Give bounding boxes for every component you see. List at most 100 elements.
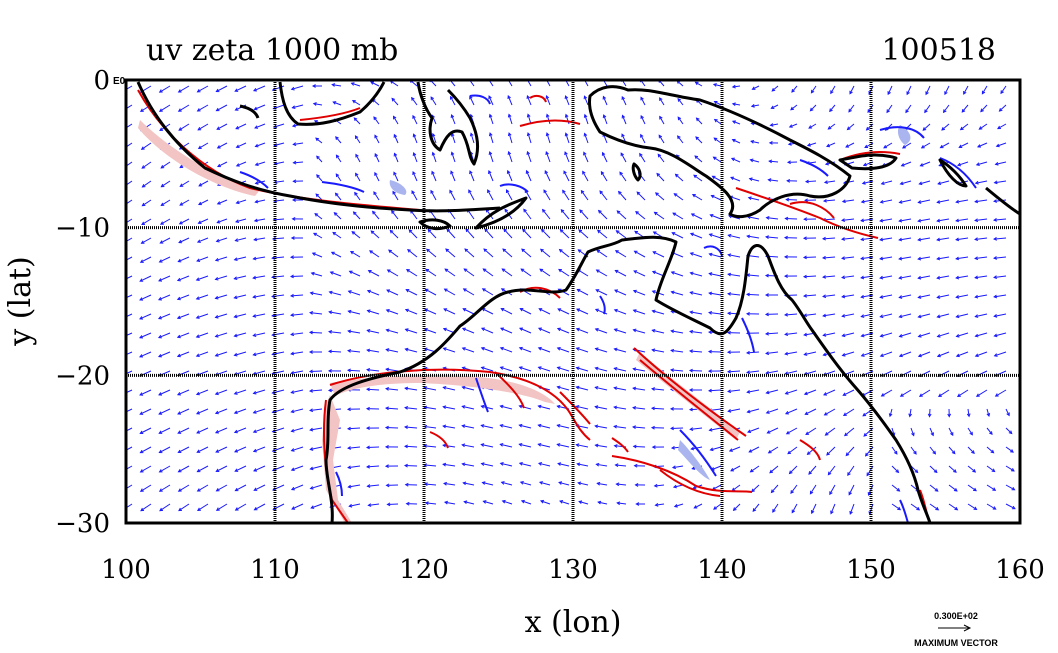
wind-vector <box>746 370 760 375</box>
wind-vector <box>993 236 1007 241</box>
wind-vector <box>521 248 532 258</box>
wind-vector <box>765 351 779 356</box>
wind-vector <box>234 85 247 92</box>
wind-vector <box>898 275 912 280</box>
wind-vector <box>809 104 817 112</box>
wind-vector <box>986 408 991 418</box>
wind-vector <box>808 123 817 129</box>
x-tick-label: 140 <box>697 555 747 585</box>
wind-vector <box>751 484 760 493</box>
wind-vector <box>891 503 902 511</box>
wind-vector <box>539 268 551 277</box>
wind-vector <box>654 502 665 507</box>
wind-vector <box>621 95 627 106</box>
wind-vector <box>635 210 646 220</box>
wind-vector <box>632 386 646 391</box>
wind-vector <box>177 256 190 263</box>
wind-vector <box>405 269 418 277</box>
wind-vector <box>253 465 266 472</box>
wind-vector <box>139 256 152 263</box>
wind-vector <box>158 408 171 415</box>
wind-vector <box>594 328 608 334</box>
wind-vector <box>480 462 494 467</box>
wind-vector <box>215 465 228 473</box>
wind-vector <box>507 150 513 163</box>
wind-vector <box>556 385 570 391</box>
wind-vector <box>764 293 779 297</box>
wind-vector <box>765 216 779 220</box>
wind-vector <box>483 248 494 258</box>
wind-vector <box>576 288 589 296</box>
wind-vector <box>328 290 342 296</box>
wind-vector <box>462 288 475 296</box>
wind-vector <box>860 256 874 261</box>
wind-vector <box>967 484 977 492</box>
wind-vector <box>713 118 722 125</box>
wind-vector <box>955 218 969 223</box>
wind-vector <box>412 152 418 163</box>
wind-vector <box>159 218 171 225</box>
wind-vector <box>328 310 342 315</box>
wind-vector <box>177 408 190 415</box>
wind-vector <box>936 218 950 223</box>
wind-vector <box>234 446 247 453</box>
wind-vector <box>602 114 608 125</box>
wind-vector <box>887 85 893 96</box>
wind-vector <box>583 113 589 125</box>
wind-vector <box>214 370 228 376</box>
wind-vector <box>392 190 399 201</box>
wind-vector <box>482 268 494 277</box>
wind-vector <box>195 389 209 396</box>
wind-vector <box>955 294 969 299</box>
wind-vector <box>139 294 152 301</box>
wind-vector <box>346 407 361 412</box>
wind-vector <box>179 180 190 187</box>
wind-vector <box>391 210 399 220</box>
wind-vector <box>235 123 247 130</box>
wind-vector <box>407 248 418 258</box>
wind-vector <box>615 230 627 239</box>
wind-vector <box>846 123 855 131</box>
wind-vector <box>126 218 133 225</box>
wind-vector <box>541 208 551 220</box>
wind-vector <box>650 425 665 430</box>
wind-vector <box>424 501 437 505</box>
wind-vector <box>597 209 608 220</box>
wind-vector <box>708 310 722 315</box>
wind-vector <box>158 427 171 434</box>
wind-vector <box>450 114 456 125</box>
wind-vector <box>335 154 342 163</box>
positive-vorticity-contours <box>137 89 929 523</box>
wind-vector <box>726 350 741 355</box>
wind-vector <box>672 484 684 489</box>
y-tick-label: −20 <box>55 361 110 391</box>
wind-vector <box>959 123 969 131</box>
wind-vector <box>841 313 855 318</box>
wind-vector <box>352 211 361 220</box>
wind-vector <box>290 236 304 240</box>
wind-vector <box>291 217 304 221</box>
wind-vector <box>196 237 209 243</box>
wind-vector <box>937 180 950 186</box>
wind-vector <box>272 484 285 491</box>
wind-vector <box>196 465 209 473</box>
wind-vector <box>937 389 950 397</box>
wind-vector <box>691 194 703 201</box>
wind-vector <box>442 347 456 353</box>
wind-vector <box>291 503 304 510</box>
wind-vector <box>480 346 494 353</box>
wind-vector <box>764 331 779 336</box>
wind-vector <box>563 80 570 87</box>
wind-vector <box>974 313 988 318</box>
wind-vector <box>158 446 171 454</box>
wind-vector <box>879 199 893 204</box>
wind-vector <box>412 133 418 144</box>
wind-vector <box>632 367 646 372</box>
wind-vector <box>841 199 855 204</box>
wind-vector <box>177 465 190 473</box>
wind-vector <box>848 484 855 496</box>
wind-vector <box>523 208 532 220</box>
wind-vector <box>562 189 570 201</box>
wind-vector <box>594 347 608 353</box>
wind-vector <box>177 427 190 434</box>
